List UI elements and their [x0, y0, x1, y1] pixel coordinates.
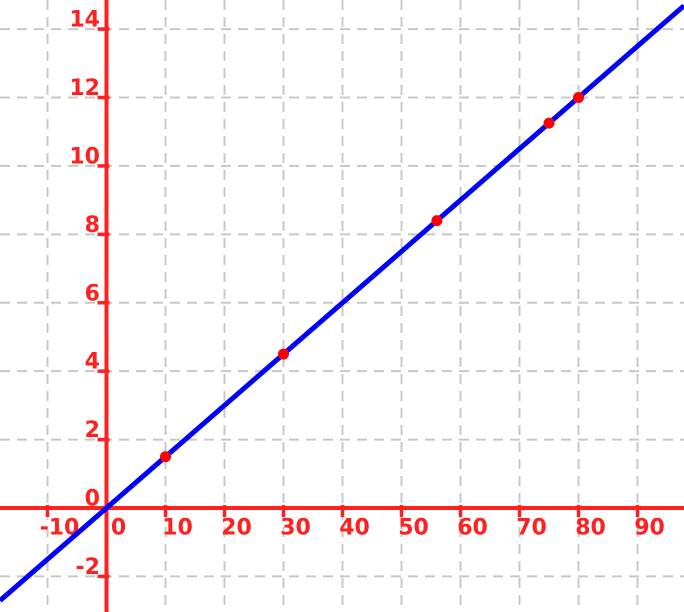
x-tick-label: 60 [457, 516, 488, 541]
x-tick-label: 30 [280, 516, 311, 541]
y-tick-label: 6 [85, 281, 100, 306]
data-point [431, 215, 443, 227]
x-tick-label: 40 [339, 516, 370, 541]
x-tick-label: 20 [221, 516, 252, 541]
y-tick-label: 2 [85, 418, 100, 443]
data-point [543, 117, 555, 129]
y-tick-label: 12 [69, 76, 100, 101]
x-tick-label: 80 [575, 516, 606, 541]
y-tick-label: 4 [85, 350, 100, 375]
y-tick-label: 0 [85, 487, 100, 512]
x-tick-label: 10 [162, 516, 193, 541]
x-tick-label: 70 [516, 516, 547, 541]
data-point [159, 451, 171, 463]
y-tick-label: 8 [85, 213, 100, 238]
data-point [278, 348, 290, 360]
y-tick-label: 10 [69, 144, 100, 169]
data-point [573, 91, 585, 103]
best-fit-line [0, 3, 684, 603]
y-tick-label: 14 [69, 8, 100, 33]
y-tick-label: -2 [76, 555, 100, 580]
x-tick-label: 90 [634, 516, 665, 541]
x-tick-label: 50 [398, 516, 429, 541]
x-tick-label: 0 [111, 516, 126, 541]
